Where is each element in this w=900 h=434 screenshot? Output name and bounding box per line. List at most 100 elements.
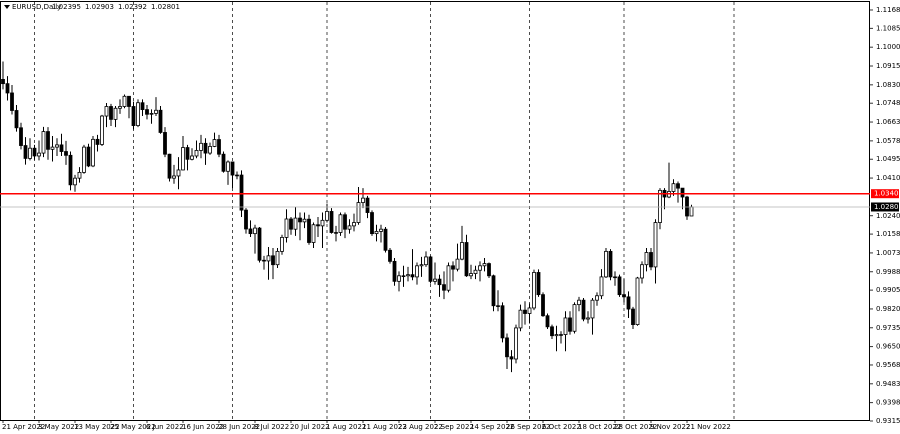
x-tick-label: 3 May 2022 (38, 423, 79, 431)
candle-body (271, 255, 275, 266)
candle-body (577, 299, 581, 306)
candle-body (10, 92, 14, 111)
candle-body (266, 255, 271, 262)
candle-body (563, 317, 568, 335)
candle-body (307, 218, 311, 243)
candle-body (262, 259, 266, 262)
candle-body (19, 127, 23, 146)
candle-body (406, 274, 410, 277)
candle-body (172, 175, 176, 179)
candle-body (104, 106, 109, 117)
y-tick-label: 1.10005 (876, 43, 900, 51)
candle-body (626, 296, 631, 310)
candle-body (136, 102, 140, 126)
candle-body (518, 309, 523, 329)
candle-body (248, 228, 253, 235)
y-tick-label: 1.07480 (876, 99, 900, 107)
y-tick-label: 1.02405 (876, 212, 900, 220)
x-tick-label: 20 Jul 2022 (290, 423, 330, 431)
candle-body (289, 218, 293, 230)
candle-body (235, 174, 239, 177)
candle-body (325, 211, 329, 221)
candle-body (676, 183, 680, 189)
x-tick-label: 13 May 2022 (74, 423, 120, 431)
candle-body (343, 214, 347, 230)
candle-body (460, 242, 464, 260)
candle-body (32, 147, 37, 157)
y-tick-label: 1.04105 (876, 174, 900, 182)
x-tick-label: 8 Jul 2022 (254, 423, 289, 431)
y-tick-label: 0.97355 (876, 324, 900, 332)
candle-body (230, 161, 235, 176)
candle-body (442, 284, 446, 291)
candle-body (595, 295, 599, 301)
x-tick-label: 26 Sep 2022 (506, 423, 550, 431)
candle-body (1, 79, 5, 85)
x-tick-label: 11 Aug 2022 (362, 423, 407, 431)
candle-body (631, 308, 635, 325)
candle-body (302, 218, 307, 223)
candle-body (316, 224, 320, 227)
candle-body (496, 305, 500, 307)
candle-body (77, 171, 82, 179)
level-box (871, 189, 899, 199)
x-tick-label: 25 May 2022 (110, 423, 156, 431)
candle-body (550, 326, 554, 337)
candle-body (523, 309, 527, 314)
candle-body (23, 145, 28, 159)
candle-body (334, 232, 338, 234)
candle-body (158, 109, 163, 133)
candle-body (392, 260, 397, 282)
candle-body (680, 187, 685, 198)
candle-body (154, 109, 158, 114)
x-tick-label: 6 Jun 2022 (146, 423, 184, 431)
candle-body (586, 317, 590, 320)
candle-body (100, 115, 104, 145)
header-close: 1.02801 (151, 3, 180, 11)
candle-body (122, 95, 127, 107)
candle-body (113, 107, 118, 120)
x-tick-label: 18 Oct 2022 (578, 423, 621, 431)
header-open: 1.02395 (52, 3, 81, 11)
x-tick-label: 14 Sep 2022 (470, 423, 514, 431)
x-tick-label: 23 Aug 2022 (398, 423, 443, 431)
current-price-label: 1.02801 (874, 203, 900, 211)
symbol: EURUSD,Daily (12, 3, 61, 11)
candle-body (149, 112, 154, 115)
candle-body (217, 139, 221, 155)
candle-body (73, 177, 77, 186)
candle-body (181, 147, 185, 171)
candle-body (419, 264, 424, 267)
candle-body (257, 227, 262, 261)
candle-body (50, 146, 55, 150)
candle-body (509, 356, 514, 360)
candle-body (194, 150, 199, 157)
candle-body (428, 256, 433, 282)
candle-body (352, 222, 356, 227)
candle-body (190, 155, 194, 160)
y-tick-label: 1.06630 (876, 118, 900, 126)
candle-body (536, 272, 541, 296)
candle-body (199, 142, 203, 151)
candle-body (329, 211, 334, 233)
candle-body (59, 144, 64, 152)
candle-body (478, 265, 482, 271)
x-tick-label: 16 Jun 2022 (182, 423, 224, 431)
candle-body (55, 144, 59, 148)
candle-body (482, 263, 487, 267)
candle-body (163, 132, 167, 155)
candle-body (212, 139, 217, 147)
level-label: 1.03400 (874, 190, 900, 198)
y-tick-label: 1.09155 (876, 62, 900, 70)
candle-body (383, 228, 388, 251)
x-tick-label: 2 Sep 2022 (434, 423, 474, 431)
candle-body (464, 242, 469, 277)
y-tick-label: 0.98205 (876, 305, 900, 313)
candle-body (568, 317, 572, 332)
candle-body (41, 131, 46, 154)
candle-body (244, 209, 248, 230)
